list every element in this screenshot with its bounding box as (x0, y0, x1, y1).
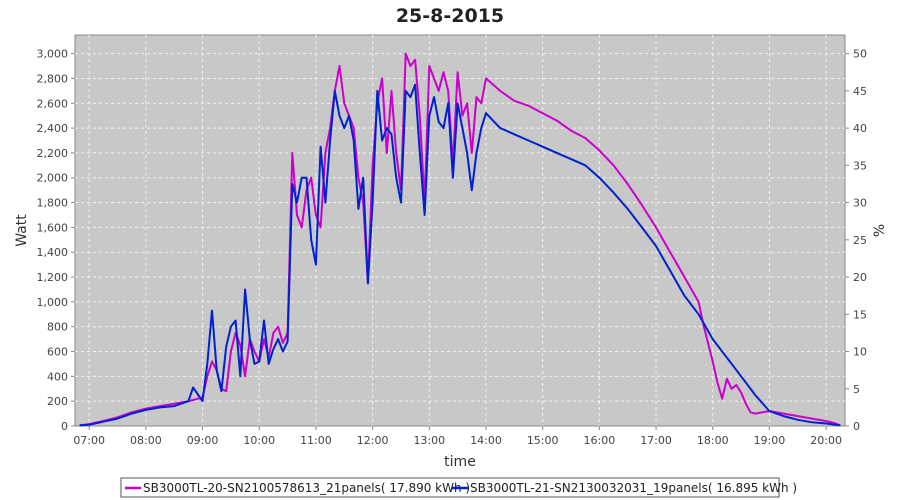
series-line-2 (79, 83, 841, 427)
x-tick-label: 11:00 (300, 434, 332, 447)
x-axis-ticks: 07:00 08:00 09:00 10:00 11:00 12:00 13:00 14:00… (73, 426, 842, 447)
x-tick-label: 17:00 (640, 434, 672, 447)
y2-tick-label: 50 (853, 48, 867, 61)
y-tick-label: 800 (47, 321, 68, 334)
y-tick-label: 600 (47, 346, 68, 359)
x-tick-label: 10:00 (243, 434, 275, 447)
y-axis-ticks: 0 200 400 600 800 1,000 1,200 1,400 1,600 1,800 2,… (37, 48, 75, 433)
legend-entry-1: SB3000TL-20-SN2100578613_21panels( 17.89… (143, 481, 470, 495)
y-tick-label: 400 (47, 370, 68, 383)
y2-axis-ticks: 0 5 10 15 20 25 30 35 40 45 50 (845, 48, 867, 433)
y-tick-label: 2,600 (37, 97, 69, 110)
y2-tick-label: 0 (853, 420, 860, 433)
y2-tick-label: 15 (853, 308, 867, 321)
legend-box (120, 477, 780, 498)
y2-tick-label: 5 (853, 383, 860, 396)
series-lines (79, 52, 841, 427)
y-tick-label: 1,800 (37, 197, 69, 210)
y2-tick-label: 10 (853, 346, 867, 359)
x-tick-label: 19:00 (754, 434, 786, 447)
y2-tick-label: 35 (853, 159, 867, 172)
y2-tick-label: 30 (853, 197, 867, 210)
y2-tick-label: 40 (853, 122, 867, 135)
y-tick-label: 0 (61, 420, 68, 433)
y-tick-label: 2,000 (37, 172, 69, 185)
legend: SB3000TL-20-SN2100578613_21panels( 17.89… (120, 477, 797, 498)
x-tick-label: 13:00 (413, 434, 445, 447)
y-tick-label: 1,400 (37, 246, 69, 259)
x-tick-label: 14:00 (470, 434, 502, 447)
x-tick-label: 18:00 (697, 434, 729, 447)
x-tick-label: 09:00 (187, 434, 219, 447)
y2-tick-label: 20 (853, 271, 867, 284)
x-tick-label: 07:00 (73, 434, 105, 447)
x-tick-label: 12:00 (357, 434, 389, 447)
x-tick-label: 16:00 (584, 434, 616, 447)
y2-tick-label: 25 (853, 234, 867, 247)
y-tick-label: 200 (47, 395, 68, 408)
y-tick-label: 2,800 (37, 72, 69, 85)
grid (75, 35, 845, 426)
y-axis-label: Watt (14, 214, 30, 247)
y2-axis-label: % (872, 224, 888, 237)
chart-title: 25-8-2015 (396, 5, 504, 27)
y-tick-label: 1,000 (37, 296, 69, 309)
x-axis-label: time (444, 454, 476, 470)
y-tick-label: 1,600 (37, 221, 69, 234)
y-tick-label: 3,000 (37, 48, 69, 61)
y-tick-label: 2,400 (37, 122, 69, 135)
y-tick-label: 2,200 (37, 147, 69, 160)
x-tick-label: 15:00 (527, 434, 559, 447)
y2-tick-label: 45 (853, 85, 867, 98)
y-tick-label: 1,200 (37, 271, 69, 284)
legend-entry-2: SB3000TL-21-SN2130032031_19panels( 16.89… (470, 481, 797, 495)
x-tick-label: 08:00 (130, 434, 162, 447)
x-tick-label: 20:00 (810, 434, 842, 447)
